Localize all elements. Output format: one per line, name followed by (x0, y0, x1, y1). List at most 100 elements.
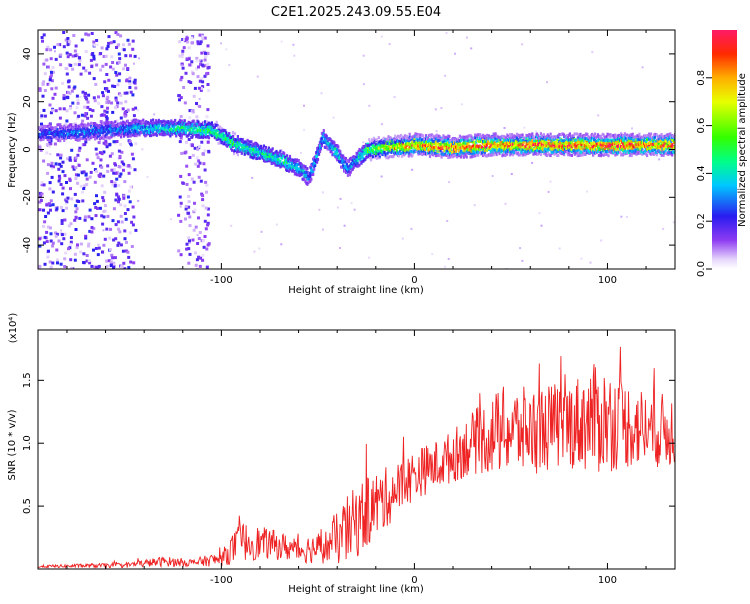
ridge-cell (663, 147, 665, 150)
noise-cell (180, 115, 183, 118)
noise-cell (127, 256, 130, 259)
ridge-cell (452, 155, 454, 158)
noise-cell (318, 209, 320, 211)
ridge-cell (228, 141, 230, 144)
noise-cell (230, 225, 232, 227)
ridge-cell (167, 120, 169, 123)
noise-cell (84, 69, 87, 72)
ridge-cell (384, 142, 386, 145)
ridge-cell (287, 167, 289, 170)
ridge-cell (409, 133, 411, 136)
noise-cell (389, 43, 391, 45)
noise-cell (112, 239, 115, 242)
ridge-cell (323, 129, 325, 132)
ridge-cell (184, 119, 186, 122)
noise-cell (111, 111, 114, 114)
noise-cell (74, 159, 77, 162)
noise-cell (446, 220, 448, 222)
noise-cell (40, 123, 43, 126)
ridge-cell (466, 156, 468, 159)
noise-cell (251, 177, 253, 179)
noise-cell (257, 76, 259, 78)
noise-cell (431, 253, 433, 255)
noise-cell (206, 108, 209, 111)
noise-cell (200, 52, 203, 55)
noise-cell (198, 237, 201, 240)
noise-cell (196, 258, 199, 261)
noise-cell (662, 228, 664, 230)
noise-cell (47, 212, 50, 215)
noise-cell (50, 199, 53, 202)
ridge-cell (394, 135, 396, 138)
noise-cell (195, 226, 198, 229)
noise-cell (84, 219, 87, 222)
noise-cell (293, 55, 295, 57)
noise-cell (204, 169, 207, 172)
noise-cell (79, 96, 81, 98)
noise-cell (205, 207, 208, 210)
noise-cell (127, 109, 130, 112)
ridge-cell (136, 127, 138, 130)
noise-cell (133, 81, 136, 84)
noise-cell (117, 220, 120, 223)
noise-cell (105, 87, 108, 90)
noise-cell (64, 252, 67, 255)
ridge-cell (506, 153, 508, 156)
ridge-cell (45, 133, 47, 136)
noise-cell (44, 215, 47, 218)
noise-cell (81, 191, 84, 194)
noise-cell (94, 181, 97, 184)
ridge-cell (399, 137, 401, 140)
noise-cell (68, 224, 71, 227)
noise-cell (59, 54, 62, 57)
noise-cell (322, 191, 324, 193)
noise-cell (115, 193, 118, 196)
ridge-cell (84, 124, 86, 127)
ridge-cell (152, 119, 154, 122)
ridge-cell (197, 121, 199, 124)
ridge-cell (543, 133, 545, 136)
noise-cell (64, 174, 67, 177)
ridge-cell (348, 170, 350, 173)
noise-cell (117, 242, 120, 245)
ridge-cell (337, 145, 339, 148)
noise-cell (180, 152, 183, 155)
noise-cell (192, 72, 195, 75)
noise-cell (56, 261, 59, 264)
noise-cell (337, 207, 339, 209)
noise-cell (177, 249, 180, 252)
noise-cell (198, 87, 201, 90)
noise-cell (62, 31, 65, 34)
noise-cell (109, 228, 112, 231)
noise-cell (65, 203, 67, 205)
noise-cell (50, 71, 53, 74)
noise-cell (125, 218, 128, 221)
noise-cell (41, 36, 44, 39)
noise-cell (82, 91, 85, 94)
ridge-cell (626, 134, 628, 137)
noise-cell (586, 191, 588, 193)
noise-cell (253, 251, 255, 253)
noise-cell (46, 172, 49, 175)
noise-cell (85, 98, 88, 101)
noise-cell (127, 39, 130, 42)
noise-cell (204, 235, 207, 238)
noise-cell (111, 256, 114, 259)
ridge-cell (150, 119, 152, 122)
noise-cell (521, 43, 523, 45)
noise-cell (74, 50, 77, 53)
noise-cell (49, 78, 52, 81)
noise-cell (63, 219, 66, 222)
noise-cell (51, 176, 54, 179)
noise-cell (132, 216, 135, 219)
noise-cell (95, 194, 98, 197)
ridge-cell (205, 133, 207, 136)
ridge-cell (557, 154, 559, 157)
ridge-cell (135, 130, 137, 133)
noise-cell (199, 265, 202, 268)
noise-cell (60, 263, 63, 266)
noise-cell (74, 204, 77, 207)
noise-cell (45, 48, 48, 51)
noise-cell (292, 44, 294, 46)
noise-cell (206, 266, 209, 269)
